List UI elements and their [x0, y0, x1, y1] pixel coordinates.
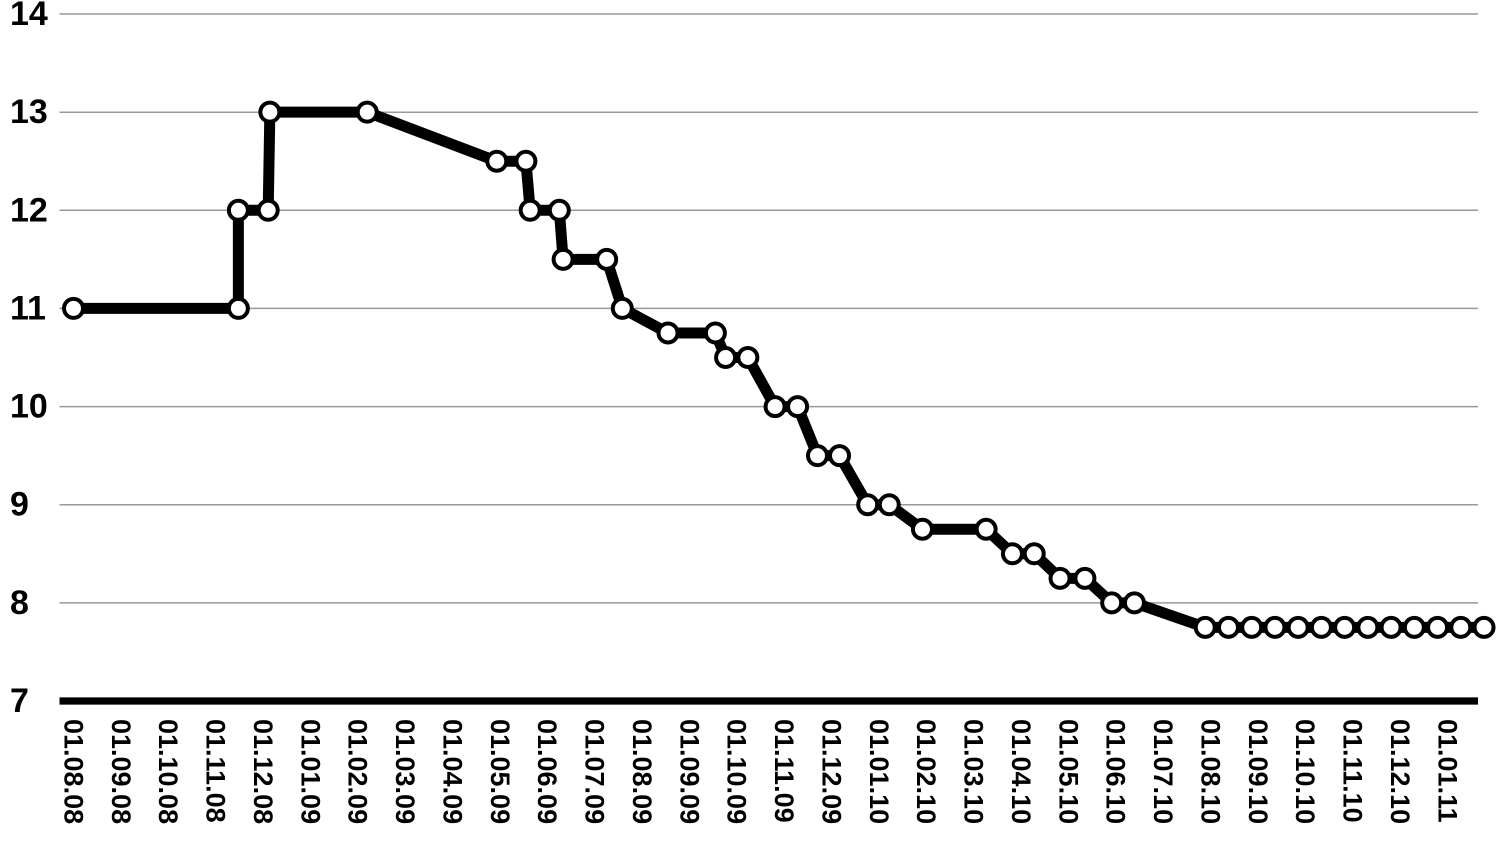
svg-text:01.11.09: 01.11.09: [769, 719, 799, 823]
svg-text:13: 13: [10, 93, 48, 131]
svg-text:01.10.08: 01.10.08: [153, 719, 183, 824]
svg-text:01.04.09: 01.04.09: [438, 719, 468, 824]
svg-text:8: 8: [10, 584, 29, 622]
svg-text:01.06.09: 01.06.09: [532, 719, 562, 824]
svg-text:01.08.08: 01.08.08: [59, 719, 89, 824]
svg-text:01.01.11: 01.01.11: [1432, 719, 1462, 823]
svg-text:14: 14: [10, 0, 48, 33]
svg-text:01.03.10: 01.03.10: [959, 719, 989, 824]
svg-text:01.12.09: 01.12.09: [817, 719, 847, 824]
svg-text:9: 9: [10, 486, 29, 524]
svg-text:7: 7: [10, 682, 29, 720]
svg-text:01.08.09: 01.08.09: [627, 719, 657, 824]
svg-text:01.06.10: 01.06.10: [1101, 719, 1131, 824]
svg-text:01.07.09: 01.07.09: [580, 719, 610, 824]
svg-text:01.01.10: 01.01.10: [864, 719, 894, 824]
svg-text:01.09.08: 01.09.08: [106, 719, 136, 824]
svg-text:11: 11: [10, 289, 46, 327]
svg-text:01.10.10: 01.10.10: [1290, 719, 1320, 824]
svg-text:01.02.09: 01.02.09: [343, 719, 373, 824]
svg-text:01.12.08: 01.12.08: [248, 719, 278, 824]
svg-text:01.11.08: 01.11.08: [201, 719, 231, 823]
svg-text:01.10.09: 01.10.09: [722, 719, 752, 824]
svg-text:01.05.10: 01.05.10: [1053, 719, 1083, 824]
svg-text:10: 10: [10, 388, 48, 426]
svg-text:01.04.10: 01.04.10: [1006, 719, 1036, 824]
svg-text:01.09.10: 01.09.10: [1243, 719, 1273, 824]
svg-text:01.01.09: 01.01.09: [295, 719, 325, 824]
svg-text:01.05.09: 01.05.09: [485, 719, 515, 824]
svg-text:01.08.10: 01.08.10: [1196, 719, 1226, 824]
svg-text:01.09.09: 01.09.09: [674, 719, 704, 824]
svg-text:01.02.10: 01.02.10: [911, 719, 941, 824]
svg-text:01.12.10: 01.12.10: [1385, 719, 1415, 824]
svg-text:01.03.09: 01.03.09: [390, 719, 420, 824]
svg-text:01.07.10: 01.07.10: [1148, 719, 1178, 824]
svg-text:12: 12: [10, 191, 48, 229]
svg-text:01.11.10: 01.11.10: [1338, 719, 1368, 823]
